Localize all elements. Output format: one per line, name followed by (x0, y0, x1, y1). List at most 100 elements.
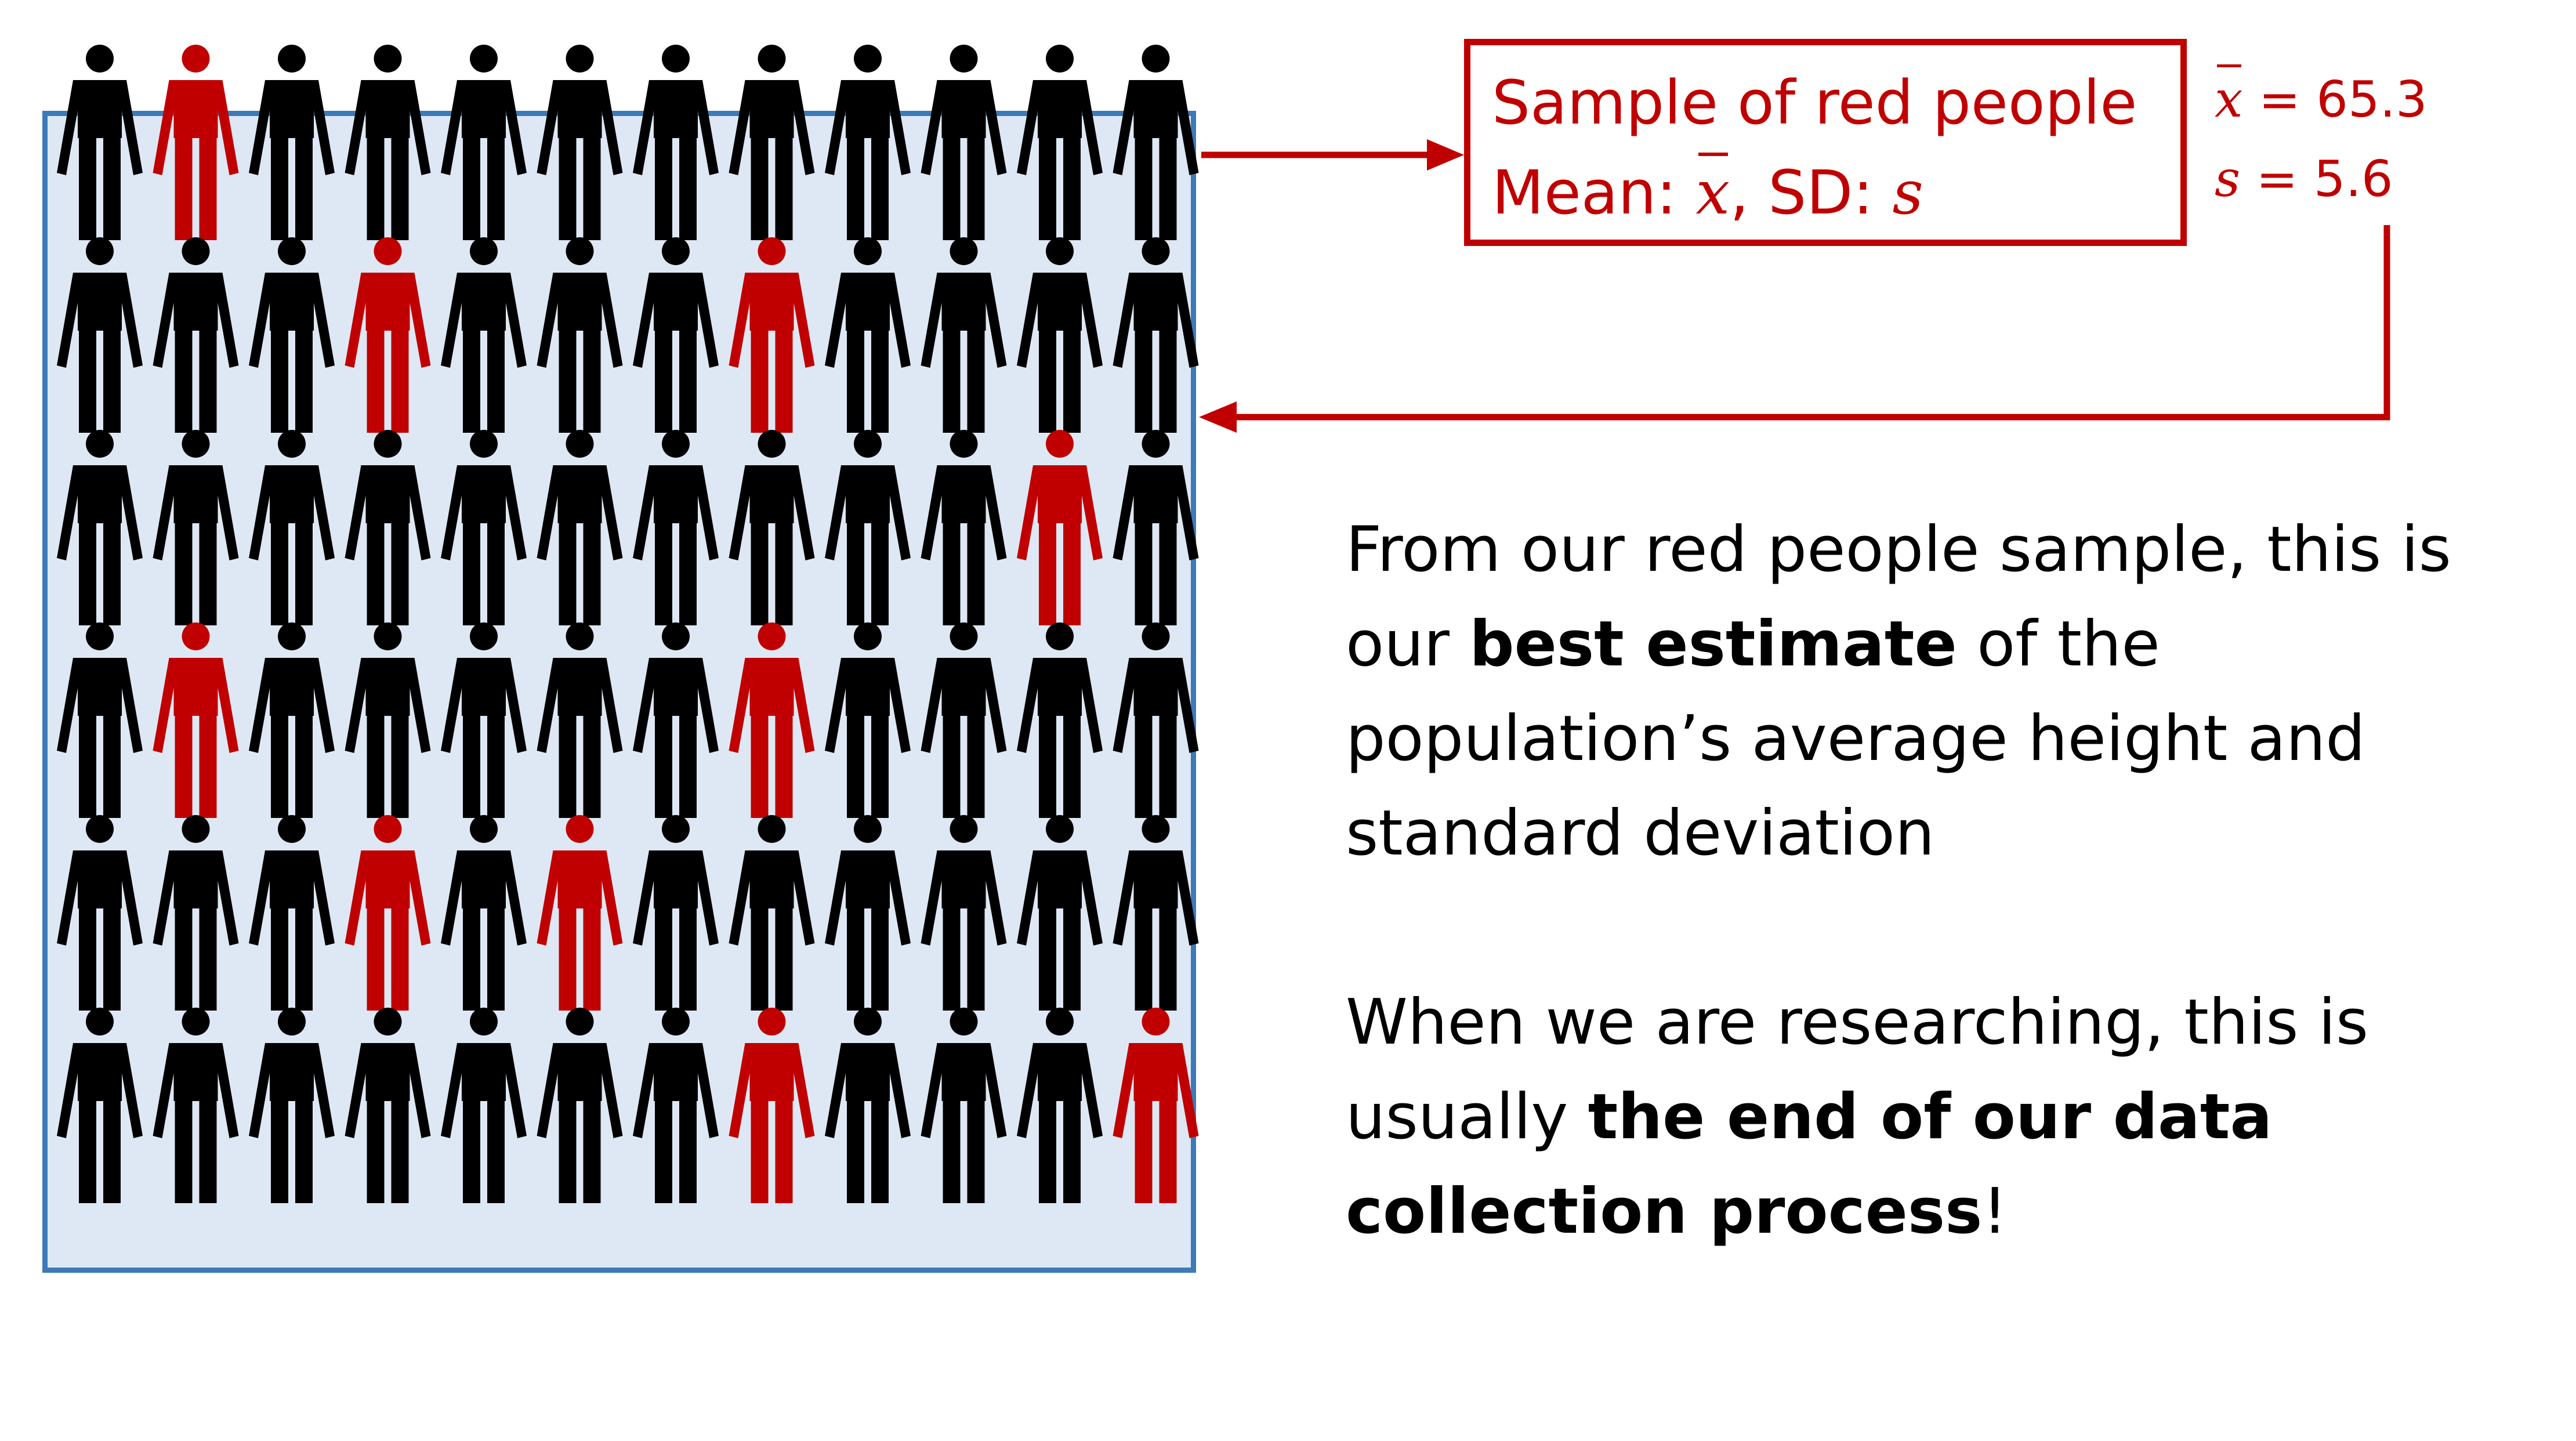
person-icon (729, 430, 815, 625)
p2-text-2: ! (1982, 1175, 2008, 1248)
person-icon (729, 815, 815, 1011)
person-icon (1017, 622, 1103, 818)
person-icon (441, 237, 527, 433)
explanation-paragraph-1: From our red people sample, this is our … (1346, 502, 2541, 881)
person-icon-red (729, 622, 815, 818)
person-icon (441, 1008, 527, 1203)
person-icon (57, 815, 143, 1011)
person-icon (537, 45, 623, 240)
person-icon (1017, 815, 1103, 1011)
person-icon (825, 430, 911, 625)
person-icon-red (1113, 1008, 1199, 1203)
person-icon-red (345, 815, 431, 1011)
sample-stats: x = 65.3 s = 5.6 (2215, 60, 2428, 219)
arrow-to-sample (1201, 139, 1464, 171)
person-icon (249, 1008, 335, 1203)
arrow-back-icon (1199, 401, 1237, 433)
mean-label: Mean: (1492, 157, 1696, 228)
person-icon (633, 45, 719, 240)
sd-separator: , SD: (1730, 157, 1893, 228)
person-icon (345, 430, 431, 625)
person-icon-red (153, 622, 239, 818)
person-icon (1113, 622, 1199, 818)
person-icon (153, 1008, 239, 1203)
person-icon (537, 237, 623, 433)
person-icon (249, 622, 335, 818)
arrow-to-sample-icon (1427, 139, 1464, 171)
person-icon (345, 622, 431, 818)
person-icon (1017, 45, 1103, 240)
person-icon (537, 1008, 623, 1203)
p2-text-1: When we are researching, this is usually (1346, 986, 2369, 1153)
sample-box: Sample of red people Mean: x, SD: s (1464, 39, 2187, 246)
person-icon (153, 237, 239, 433)
person-icon (825, 622, 911, 818)
person-icon (921, 237, 1007, 433)
mean-stat-value: = 65.3 (2242, 71, 2428, 129)
person-icon (57, 237, 143, 433)
person-icon (1113, 430, 1199, 625)
person-icon (441, 430, 527, 625)
person-icon (633, 430, 719, 625)
sd-stat: s = 5.6 (2215, 140, 2428, 219)
p1-text-2: of the population’s average height and s… (1346, 608, 2365, 870)
person-icon-red (729, 237, 815, 433)
person-icon (1017, 1008, 1103, 1203)
person-icon (249, 237, 335, 433)
person-icon (1113, 237, 1199, 433)
person-icon (921, 622, 1007, 818)
person-icon (633, 237, 719, 433)
person-icon (345, 45, 431, 240)
p1-text-1: From our red people sample, this is our (1346, 513, 2451, 680)
explanation-paragraph-2: When we are researching, this is usually… (1346, 975, 2541, 1259)
person-icon (249, 430, 335, 625)
person-icon (153, 430, 239, 625)
person-icon (249, 45, 335, 240)
population-box (42, 111, 1196, 1273)
person-icon (441, 45, 527, 240)
sd-stat-symbol: s (2215, 150, 2241, 208)
person-icon-red (729, 1008, 815, 1203)
person-icon (1017, 237, 1103, 433)
person-icon (345, 1008, 431, 1203)
person-icon (825, 45, 911, 240)
mean-stat: x = 65.3 (2215, 60, 2428, 140)
person-icon (921, 430, 1007, 625)
person-icon (921, 1008, 1007, 1203)
person-icon (249, 815, 335, 1011)
sd-symbol: s (1892, 157, 1923, 228)
person-icon (825, 1008, 911, 1203)
person-icon (57, 45, 143, 240)
person-icon (153, 815, 239, 1011)
sample-stats-line: Mean: x, SD: s (1492, 148, 2180, 238)
person-icon-red (537, 815, 623, 1011)
person-icon (633, 1008, 719, 1203)
mean-symbol: x (1695, 148, 1730, 238)
person-icon (537, 622, 623, 818)
person-icon (537, 430, 623, 625)
person-icon (1113, 45, 1199, 240)
person-icon (633, 815, 719, 1011)
p2-bold: the end of our data collection process (1346, 1081, 2273, 1248)
person-icon (729, 45, 815, 240)
person-icon-red (345, 237, 431, 433)
person-icon (57, 622, 143, 818)
person-icon (1113, 815, 1199, 1011)
person-icon (57, 430, 143, 625)
person-icon-red (1017, 430, 1103, 625)
person-icon (57, 1008, 143, 1203)
person-icon-red (153, 45, 239, 240)
person-icon (633, 622, 719, 818)
person-icon (441, 622, 527, 818)
person-icon (825, 815, 911, 1011)
person-icon (441, 815, 527, 1011)
mean-stat-symbol: x (2215, 60, 2243, 140)
person-icon (921, 45, 1007, 240)
person-icon (921, 815, 1007, 1011)
paragraph-spacer (1346, 881, 2541, 975)
explanation-text: From our red people sample, this is our … (1346, 502, 2541, 1259)
person-icon (825, 237, 911, 433)
arrow-back-to-population (1199, 225, 2390, 433)
